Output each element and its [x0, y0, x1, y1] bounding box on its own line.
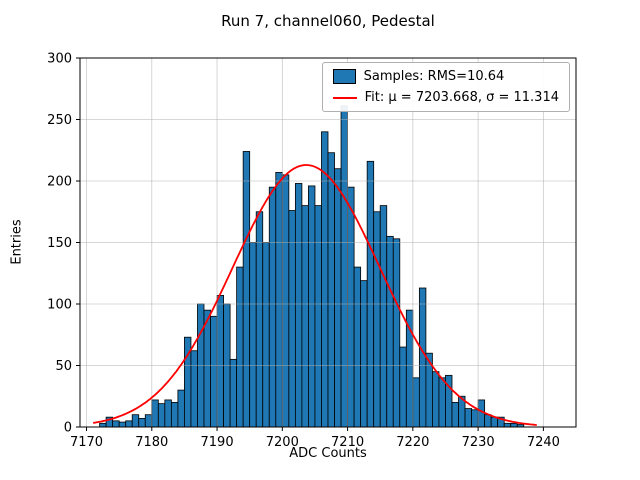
histogram-bar: [451, 401, 459, 428]
histogram-bar: [471, 409, 479, 428]
histogram-bar: [418, 287, 427, 428]
y-tick-label: 50: [55, 359, 72, 374]
x-tick-label: 7200: [266, 435, 299, 450]
histogram-bar: [484, 414, 492, 428]
histogram-bar: [236, 266, 244, 428]
histogram-bar: [510, 422, 518, 428]
legend: Samples: RMS=10.64 Fit: μ = 7203.668, σ …: [321, 62, 570, 112]
histogram-swatch-icon: [332, 69, 356, 84]
x-tick-label: 7170: [70, 435, 103, 450]
histogram-bar: [281, 174, 290, 428]
histogram-bar: [334, 168, 342, 428]
histogram-bar: [203, 309, 211, 428]
histogram-bar: [340, 105, 348, 428]
x-tick-label: 7190: [201, 435, 234, 450]
y-tick-label: 300: [47, 52, 72, 67]
y-tick-label: 200: [47, 175, 72, 190]
y-tick-label: 0: [64, 421, 72, 436]
histogram-bar: [210, 315, 218, 428]
histogram-bar: [177, 389, 185, 428]
histogram-bar: [360, 280, 368, 428]
histogram-bar: [490, 416, 499, 428]
histogram-bar: [373, 211, 381, 428]
histogram-bar: [327, 152, 335, 428]
histogram-bar: [249, 242, 257, 428]
histogram-bar: [242, 151, 251, 428]
histogram-bar: [353, 266, 362, 428]
histogram-bar: [125, 420, 133, 428]
histogram-bar: [379, 205, 388, 428]
histogram-bar: [308, 185, 316, 428]
chart-title: Run 7, channel060, Pedestal: [221, 12, 435, 30]
histogram-bar: [399, 346, 407, 428]
x-tick-label: 7220: [396, 435, 429, 450]
histogram-bar: [262, 242, 270, 428]
histogram-bar: [314, 205, 322, 428]
legend-item-samples: Samples: RMS=10.64: [332, 69, 559, 84]
histogram-bar: [151, 399, 159, 428]
y-tick-label: 150: [47, 236, 72, 251]
histogram-bar: [438, 377, 446, 428]
x-tick-label: 7230: [462, 435, 495, 450]
histogram-bar: [99, 422, 107, 428]
x-tick-label: 7210: [331, 435, 364, 450]
histogram-bar: [164, 399, 172, 428]
histogram-bar: [392, 238, 401, 428]
histogram-bar: [477, 399, 486, 428]
histogram-bar: [366, 160, 375, 428]
histogram-bar: [275, 171, 283, 428]
histogram-bar: [118, 421, 127, 428]
histogram-bar: [157, 403, 166, 428]
y-tick-label: 250: [47, 113, 72, 128]
x-tick-label: 7240: [527, 435, 560, 450]
y-tick-label: 100: [47, 298, 72, 313]
histogram-bar: [255, 211, 264, 428]
legend-item-fit: Fit: μ = 7203.668, σ = 11.314: [332, 90, 559, 105]
histogram-bar: [386, 235, 394, 428]
histogram-bar: [170, 401, 179, 428]
fit-line-swatch-icon: [332, 96, 357, 99]
x-tick-label: 7180: [135, 435, 168, 450]
histogram-bar: [138, 417, 146, 428]
histogram-bar: [347, 186, 355, 428]
x-axis-label: ADC Counts: [289, 446, 367, 461]
histogram-bar: [131, 414, 140, 428]
histogram-bar: [112, 420, 120, 428]
histogram-bar: [144, 414, 153, 428]
histogram-bar: [412, 377, 420, 428]
histogram-bar: [301, 205, 309, 428]
y-axis-label: Entries: [9, 219, 25, 265]
histogram-bar: [432, 371, 440, 428]
legend-label-samples: Samples: RMS=10.64: [363, 69, 505, 84]
histogram-bar: [503, 422, 512, 428]
gaussian-fit-line: [92, 164, 537, 426]
histogram-bar: [229, 358, 238, 428]
histogram-bar: [190, 350, 198, 428]
histogram-bar: [216, 294, 224, 428]
histogram-bar: [288, 210, 296, 428]
histogram-bar: [294, 183, 303, 428]
legend-label-fit: Fit: μ = 7203.668, σ = 11.314: [364, 90, 559, 105]
histogram-bar: [268, 186, 277, 428]
histogram-bar: [464, 408, 472, 428]
